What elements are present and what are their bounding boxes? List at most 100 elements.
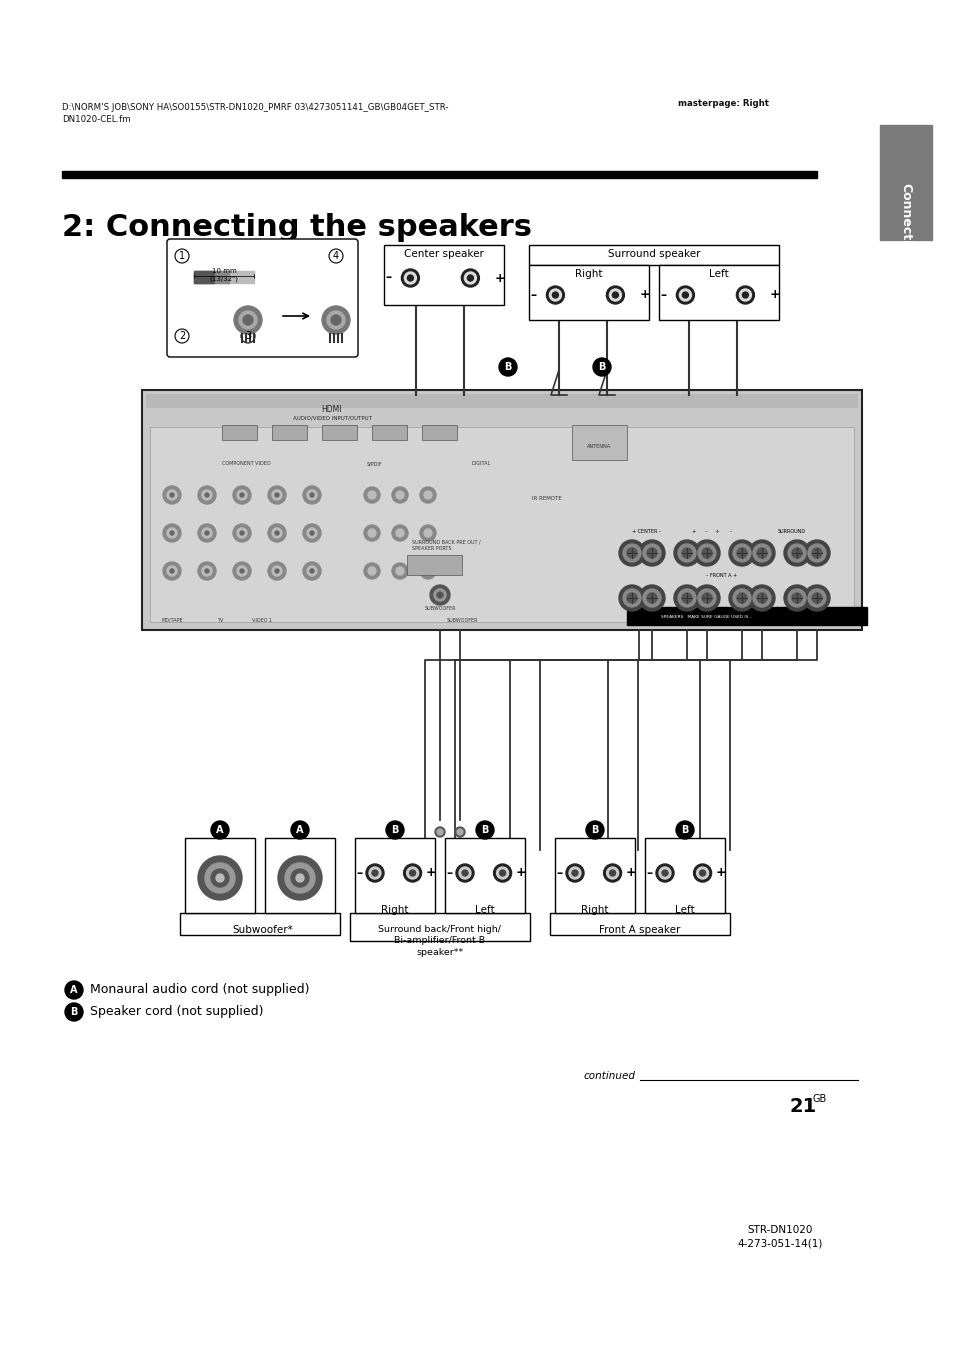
Circle shape [241,329,254,343]
Circle shape [701,593,711,603]
Circle shape [268,562,286,580]
Text: SUBWOOFER: SUBWOOFER [447,618,478,622]
Bar [265,838,335,913]
Circle shape [639,585,664,612]
Circle shape [205,863,234,892]
Bar [444,838,524,913]
Text: SURROUND BACK PRE OUT /
SPEAKER PORTS: SURROUND BACK PRE OUT / SPEAKER PORTS [412,540,480,551]
Circle shape [676,821,693,838]
Circle shape [603,864,621,882]
Circle shape [476,821,494,838]
Circle shape [198,486,215,504]
Circle shape [678,544,696,562]
Circle shape [737,593,746,603]
Circle shape [419,563,436,579]
Circle shape [787,544,805,562]
Circle shape [498,358,517,377]
Circle shape [811,548,821,558]
Circle shape [364,487,379,504]
Text: Surround back/Front high/
Bi-amplifier/Front B
speaker**: Surround back/Front high/ Bi-amplifier/F… [378,925,501,957]
Circle shape [787,589,805,608]
Text: A: A [216,825,224,836]
Bar [572,425,626,460]
Circle shape [205,568,209,572]
Circle shape [435,828,444,837]
Bar [62,171,816,178]
Circle shape [464,271,476,284]
Text: B: B [598,362,605,373]
Circle shape [303,524,320,541]
Circle shape [642,544,660,562]
Text: A: A [71,986,77,995]
Circle shape [436,593,442,598]
Circle shape [737,548,746,558]
Circle shape [303,562,320,580]
Circle shape [170,568,173,572]
Circle shape [626,593,637,603]
Text: GB: GB [812,1094,826,1104]
Bar [146,394,857,408]
Bar [193,271,229,284]
Circle shape [696,867,708,879]
Circle shape [728,540,754,566]
Text: 2: Connecting the speakers: 2: Connecting the speakers [62,213,532,242]
Circle shape [285,863,314,892]
Circle shape [807,544,825,562]
Circle shape [467,275,473,281]
Circle shape [198,562,215,580]
Circle shape [497,867,508,879]
Bar [322,425,356,440]
Bar [142,390,862,630]
Circle shape [728,585,754,612]
Text: Surround speaker: Surround speaker [607,248,700,259]
Circle shape [211,869,229,887]
Circle shape [329,248,343,263]
Circle shape [585,821,603,838]
Text: Center speaker: Center speaker [404,248,483,259]
Text: B: B [391,825,398,836]
Circle shape [386,821,403,838]
Circle shape [461,269,479,288]
Bar [529,244,779,265]
Circle shape [401,269,419,288]
Circle shape [546,286,564,304]
FancyBboxPatch shape [167,239,357,356]
Circle shape [783,585,809,612]
Circle shape [310,531,314,535]
Circle shape [639,540,664,566]
Circle shape [368,529,375,537]
Bar [150,427,853,622]
Circle shape [211,821,229,838]
Circle shape [436,829,442,836]
Text: B: B [71,1007,77,1017]
Circle shape [174,329,189,343]
Text: HDMI: HDMI [321,405,342,414]
Circle shape [395,567,403,575]
Circle shape [274,568,278,572]
Text: + CENTER –: + CENTER – [632,529,661,535]
Circle shape [236,528,247,539]
Bar [644,838,724,913]
Text: 10 mm
(13/32"): 10 mm (13/32") [210,269,238,282]
Text: Monaural audio cord (not supplied): Monaural audio cord (not supplied) [86,984,309,996]
Bar [550,913,729,936]
Bar [384,244,503,305]
Circle shape [693,585,720,612]
Text: B: B [591,825,598,836]
Circle shape [310,493,314,497]
Bar [659,265,779,320]
Circle shape [456,864,474,882]
Circle shape [736,286,754,304]
Text: +: + [516,867,526,879]
Bar [180,913,339,936]
Circle shape [409,869,416,876]
Text: –: – [445,867,452,879]
Circle shape [732,589,750,608]
Bar [272,425,307,440]
Circle shape [236,566,247,576]
Circle shape [272,528,282,539]
Circle shape [392,563,408,579]
Text: –: – [529,289,536,301]
Circle shape [167,528,177,539]
Circle shape [618,540,644,566]
